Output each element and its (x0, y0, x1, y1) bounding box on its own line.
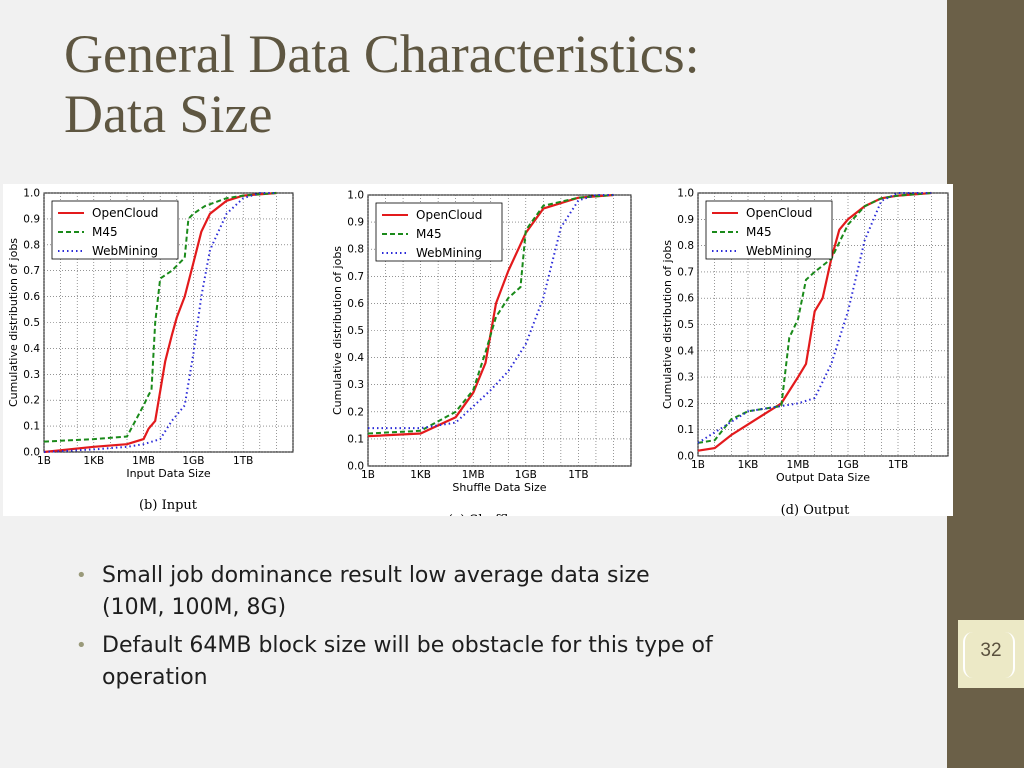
series-line-webmining (368, 194, 614, 430)
legend-label: WebMining (92, 244, 158, 258)
page-number-bracket (963, 632, 1015, 678)
y-axis-label: Cumulative distribution of jobs (661, 240, 674, 409)
bullet-item: • Small job dominance result low average … (72, 560, 852, 624)
y-tick-label: 0.1 (23, 421, 40, 433)
y-tick-label: 0.4 (347, 352, 364, 364)
legend-label: OpenCloud (746, 206, 812, 220)
y-tick-label: 0.2 (677, 398, 694, 410)
x-tick-label: 1GB (515, 469, 537, 481)
y-tick-label: 0.3 (23, 369, 40, 381)
y-tick-label: 0.8 (23, 239, 40, 251)
y-tick-label: 0.7 (23, 265, 40, 277)
x-tick-label: 1B (37, 455, 51, 467)
series-line-opencloud (43, 191, 277, 454)
legend-box (705, 200, 833, 260)
legend-label: M45 (746, 225, 772, 239)
x-tick-label: 1GB (837, 459, 859, 471)
bullet-text-line2: operation (102, 665, 208, 690)
slide-title: General Data Characteristics: Data Size (64, 24, 700, 144)
x-axis-label: Output Data Size (776, 471, 870, 484)
bullet-text-line1: Small job dominance result low average d… (102, 563, 650, 588)
x-tick-label: 1GB (182, 455, 204, 467)
y-tick-label: 0.5 (347, 325, 364, 337)
y-tick-label: 0.3 (677, 372, 694, 384)
y-tick-label: 0.8 (677, 240, 694, 252)
chart-caption: (d) Output (781, 503, 851, 516)
y-tick-label: 0.9 (23, 213, 40, 225)
y-tick-label: 0.6 (677, 293, 694, 305)
legend-label: M45 (92, 225, 118, 239)
chart-1: 0.0 0.1 0.2 0.3 0.4 0.5 0.6 0.7 0.8 0.9 1.0 1B 1KB 1M… (7, 188, 294, 513)
bullet-text-line2: (10M, 100M, 8G) (102, 595, 287, 620)
x-tick-label: 1MB (132, 455, 155, 467)
chart-caption: (c) Shuffle (448, 513, 517, 516)
chart-caption: (b) Input (139, 498, 198, 513)
y-tick-label: 1.0 (23, 188, 40, 200)
y-tick-label: 0.0 (677, 451, 694, 463)
page-number: 32 (980, 640, 1002, 661)
chart-panel: 0.0 0.1 0.2 0.3 0.4 0.5 0.6 0.7 0.8 0.9 1.0 1B 1KB 1M… (3, 184, 953, 528)
legend-label: WebMining (746, 244, 812, 258)
legend-box (51, 200, 179, 260)
bullet-dot-icon: • (76, 565, 87, 586)
series-line-m45 (367, 194, 614, 435)
legend-box (375, 202, 503, 262)
x-tick-label: 1KB (83, 455, 104, 467)
y-tick-label: 1.0 (347, 190, 364, 202)
series-line-opencloud (367, 193, 614, 438)
bullet-list: • Small job dominance result low average … (72, 560, 852, 700)
y-tick-label: 0.0 (347, 461, 364, 473)
y-tick-label: 0.1 (677, 424, 694, 436)
y-axis-label: Cumulative distribution of jobs (331, 246, 344, 415)
y-tick-label: 0.5 (23, 317, 40, 329)
y-tick-label: 0.8 (347, 244, 364, 256)
x-tick-label: 1KB (410, 469, 431, 481)
legend-label: OpenCloud (92, 206, 158, 220)
y-tick-label: 0.7 (677, 266, 694, 278)
x-tick-label: 1B (691, 459, 705, 471)
legend-label: OpenCloud (416, 208, 482, 222)
y-tick-label: 0.4 (23, 343, 40, 355)
chart-3: 0.0 0.1 0.2 0.3 0.4 0.5 0.6 0.7 0.8 0.9 1.0 1B 1KB 1M… (661, 188, 949, 518)
y-tick-label: 0.3 (347, 379, 364, 391)
x-tick-label: 1B (361, 469, 375, 481)
series-line-webmining (43, 192, 277, 453)
y-tick-label: 0.0 (23, 447, 40, 459)
x-tick-label: 1KB (738, 459, 759, 471)
series-line-m45 (697, 192, 932, 444)
slide-title-line2: Data Size (64, 84, 273, 144)
legend-label: WebMining (416, 246, 482, 260)
x-tick-label: 1TB (233, 455, 253, 467)
x-axis-label: Input Data Size (126, 467, 211, 480)
x-tick-label: 1TB (888, 459, 908, 471)
chart-2: 0.0 0.1 0.2 0.3 0.4 0.5 0.6 0.7 0.8 0.9 1.0 1B 1KB 1M… (331, 190, 632, 528)
x-tick-label: 1MB (787, 459, 810, 471)
y-tick-label: 0.6 (23, 291, 40, 303)
y-tick-label: 0.9 (677, 214, 694, 226)
series-line-m45 (43, 192, 277, 443)
y-axis-label: Cumulative distribution of jobs (7, 238, 20, 407)
x-tick-label: 1TB (568, 469, 588, 481)
x-tick-label: 1MB (462, 469, 485, 481)
y-tick-label: 0.6 (347, 298, 364, 310)
charts-svg: 0.0 0.1 0.2 0.3 0.4 0.5 0.6 0.7 0.8 0.9 1.0 1B 1KB 1M… (7, 188, 949, 528)
bullet-dot-icon: • (76, 635, 87, 656)
y-tick-label: 0.2 (347, 406, 364, 418)
legend-label: M45 (416, 227, 442, 241)
y-tick-label: 0.5 (677, 319, 694, 331)
bullet-text-line1: Default 64MB block size will be obstacle… (102, 633, 713, 658)
y-tick-label: 0.7 (347, 271, 364, 283)
slide-title-line1: General Data Characteristics: (64, 24, 700, 84)
y-tick-label: 1.0 (677, 188, 694, 200)
y-tick-label: 0.4 (677, 345, 694, 357)
x-axis-label: Shuffle Data Size (452, 481, 546, 494)
y-tick-label: 0.2 (23, 395, 40, 407)
y-tick-label: 0.9 (347, 217, 364, 229)
y-tick-label: 0.1 (347, 433, 364, 445)
bullet-item: • Default 64MB block size will be obstacl… (72, 630, 852, 694)
